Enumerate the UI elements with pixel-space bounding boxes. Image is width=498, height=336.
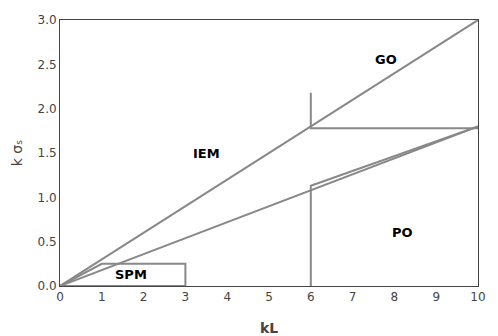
svg-text:9: 9 [432, 290, 440, 304]
svg-text:kL: kL [260, 320, 278, 336]
svg-text:2.5: 2.5 [38, 58, 57, 72]
svg-text:0.5: 0.5 [38, 235, 57, 249]
svg-text:2.0: 2.0 [38, 102, 57, 116]
svg-text:1: 1 [98, 290, 106, 304]
svg-text:1.0: 1.0 [38, 191, 57, 205]
svg-text:4: 4 [223, 290, 231, 304]
svg-text:IEM: IEM [193, 146, 220, 161]
svg-text:10: 10 [470, 290, 485, 304]
svg-text:8: 8 [391, 290, 399, 304]
svg-text:0.0: 0.0 [38, 279, 57, 293]
svg-text:0: 0 [56, 290, 64, 304]
svg-text:PO: PO [392, 225, 413, 240]
svg-text:1.5: 1.5 [38, 146, 57, 160]
svg-text:GO: GO [375, 52, 397, 67]
svg-text:k σₛ: k σₛ [9, 140, 25, 167]
svg-text:3: 3 [182, 290, 190, 304]
svg-text:6: 6 [307, 290, 315, 304]
svg-text:7: 7 [349, 290, 357, 304]
svg-text:SPM: SPM [115, 267, 147, 282]
svg-text:5: 5 [265, 290, 273, 304]
svg-text:3.0: 3.0 [38, 13, 57, 27]
svg-text:2: 2 [140, 290, 148, 304]
